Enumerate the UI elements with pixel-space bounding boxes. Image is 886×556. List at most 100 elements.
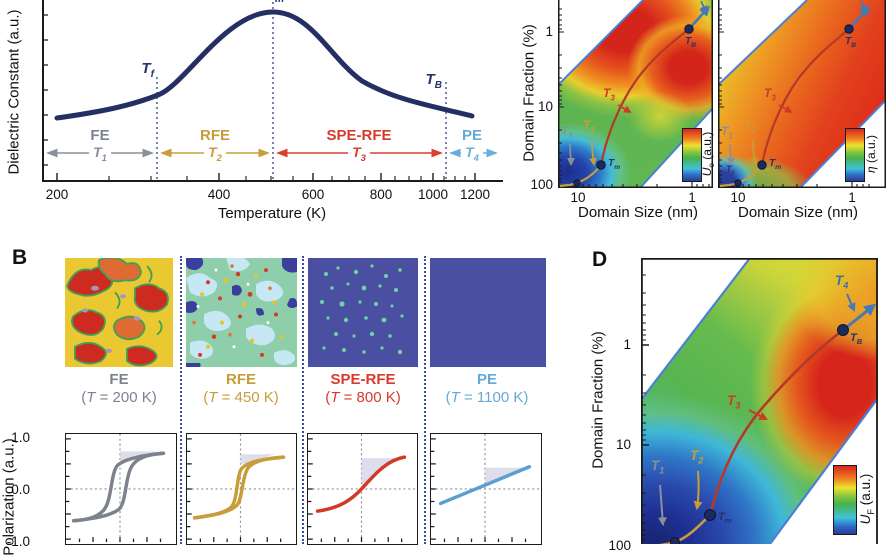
region-pe-text: PE <box>461 127 483 144</box>
c2-xlabel-text: Domain Size (nm) <box>737 204 859 221</box>
panel-a-xlabel: Temperature (K) <box>218 205 326 222</box>
eta-t3-label: T3 <box>764 86 776 102</box>
ue-t1-label: T1 <box>561 124 573 140</box>
rfe-temp-pre: ( <box>203 389 209 406</box>
pe-microstructure-image <box>430 258 546 367</box>
c1-xtick-10-text: 10 <box>570 190 586 205</box>
plot-borders <box>641 258 878 544</box>
uf-tm-T: T <box>718 511 725 523</box>
ue-tm-sub: m <box>614 164 621 171</box>
c-ytick-1-text: 1 <box>545 24 553 39</box>
uf-tb-sub: B <box>856 337 863 347</box>
fe-temp-pre: ( <box>81 389 87 406</box>
column-separator-3 <box>424 256 426 544</box>
tm-point <box>704 509 716 521</box>
ue-tm-T: T <box>608 158 615 169</box>
panel-a-xlabel-text: Temperature (K) <box>217 205 327 222</box>
xtick-600: 600 <box>302 187 325 202</box>
eta-cbar-sym: η <box>864 166 878 174</box>
s-curve <box>315 455 407 513</box>
c2-xtick-1: 1 <box>848 190 856 205</box>
fe-micro-svg <box>65 258 173 367</box>
xtick-400: 400 <box>208 187 231 202</box>
y-ticks <box>718 8 724 183</box>
uf-t1-T: T <box>651 458 660 473</box>
eta-tf-T: T <box>726 164 732 175</box>
t3-arrow <box>748 409 768 421</box>
xtick-1000: 1000 <box>418 187 448 202</box>
energy-shade <box>485 467 529 486</box>
eta-tm-label: Tm <box>769 158 781 171</box>
uf-tf-sub: f <box>669 526 672 535</box>
c1-xtick-1-text: 1 <box>688 190 696 205</box>
pe-loop-svg <box>431 434 539 542</box>
heatmap-eta: T1 T2 T3 Tf Tm TB η (a.u.) <box>718 0 886 188</box>
fe-caption: FE <box>109 371 128 388</box>
ue-tf-sub: f <box>570 169 573 177</box>
xtick-800: 800 <box>370 187 393 202</box>
pol-ytick-neg1-text: -1.0 <box>6 534 30 549</box>
c2-xlabel: Domain Size (nm) <box>738 204 858 221</box>
c-ytick-10-text: 10 <box>537 99 553 114</box>
tm-sub: m <box>275 0 284 5</box>
uf-t2-label: T2 <box>690 448 703 466</box>
tm-point <box>757 160 767 170</box>
t2-sub: 2 <box>216 152 222 164</box>
spe-caption: SPE-RFE <box>330 371 395 388</box>
spe-temp-T: T <box>330 389 340 406</box>
panel-b-label: B <box>12 246 27 270</box>
region-rfe-text: RFE <box>200 127 230 144</box>
ticks <box>431 438 527 542</box>
ue-t2-T: T <box>583 118 591 132</box>
t4-arrow <box>699 0 708 14</box>
ticks <box>66 438 162 542</box>
t1-sub: 1 <box>101 152 107 164</box>
energy-shade <box>240 454 275 465</box>
d-ytick-10-text: 10 <box>615 437 631 452</box>
d-ytick-100-text: 100 <box>608 538 631 553</box>
tb-T: T <box>425 71 435 88</box>
ue-t2-label: T2 <box>583 118 595 134</box>
t1-T: T <box>93 144 102 160</box>
eta-t1-T: T <box>721 124 729 138</box>
t2-arrow <box>589 139 597 166</box>
eta-t2-label: T2 <box>744 118 756 134</box>
crosshair <box>431 434 539 542</box>
rfe-orange-specks <box>192 264 272 337</box>
eta-tm-sub: m <box>775 164 782 171</box>
ticks <box>187 438 282 542</box>
region-label-fe: FE <box>90 127 109 144</box>
y-minor-ticks <box>641 274 646 541</box>
c1-xlabel: Domain Size (nm) <box>578 204 698 221</box>
pol-ytick-1: 1.0 <box>0 430 30 445</box>
panel-c-ylabel: Domain Fraction (%) <box>521 24 538 162</box>
tm-T: T <box>266 0 275 2</box>
pol-ytick-0: 0.0 <box>0 482 30 497</box>
rfe-micro-svg <box>186 258 297 367</box>
heatmap-uf: T1 T2 T3 T4 Tf Tm TB UF (a.u.) <box>641 258 878 544</box>
uf-colorbar-label: UF (a.u.) <box>858 474 876 525</box>
ue-t2-sub: 2 <box>590 125 595 135</box>
fe-loop-svg <box>66 434 174 542</box>
uf-t2-T: T <box>690 448 699 463</box>
loop-descending <box>192 455 286 520</box>
t3-arrow <box>617 104 632 113</box>
eta-cbar-unit: (a.u.) <box>864 134 878 167</box>
ue-t1-sub: 1 <box>568 131 573 141</box>
ticks <box>308 438 403 542</box>
xtick-1000-text: 1000 <box>417 187 449 202</box>
uf-t4-label: T4 <box>835 273 848 291</box>
t3-range-label: T3 <box>348 144 370 164</box>
xtick-400-text: 400 <box>207 187 231 202</box>
tb-point <box>844 24 854 34</box>
fe-boundaries <box>114 265 163 336</box>
xtick-200: 200 <box>46 187 69 202</box>
ue-tb-sub: B <box>691 42 697 49</box>
energy-shade <box>120 451 158 462</box>
axis-lines <box>42 0 503 182</box>
spe-loop-svg <box>308 434 415 542</box>
spe-rfe-hysteresis-plot <box>307 433 418 545</box>
ue-tb-T: T <box>685 36 692 47</box>
rfe-caption: RFE <box>226 371 256 388</box>
rfe-microstructure-image <box>186 258 297 367</box>
